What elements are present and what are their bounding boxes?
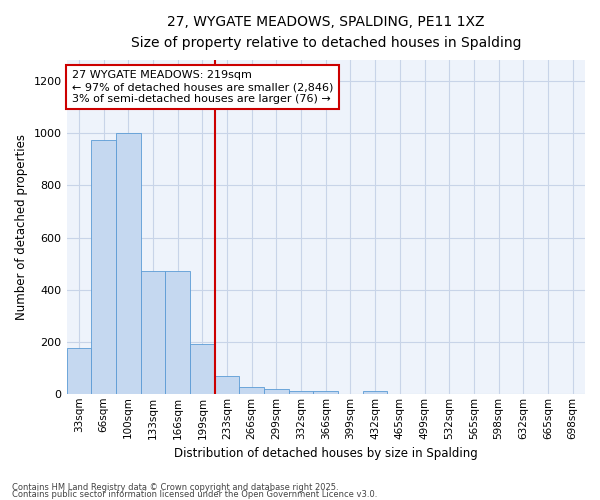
Bar [363,391,388,394]
Bar [165,272,190,394]
Bar [239,388,264,394]
Text: Contains HM Land Registry data © Crown copyright and database right 2025.: Contains HM Land Registry data © Crown c… [12,484,338,492]
X-axis label: Distribution of detached houses by size in Spalding: Distribution of detached houses by size … [174,447,478,460]
Y-axis label: Number of detached properties: Number of detached properties [15,134,28,320]
Bar [91,140,116,394]
Bar [116,134,140,394]
Bar [313,391,338,394]
Bar [215,376,239,394]
Bar [264,388,289,394]
Text: 27 WYGATE MEADOWS: 219sqm
← 97% of detached houses are smaller (2,846)
3% of sem: 27 WYGATE MEADOWS: 219sqm ← 97% of detac… [72,70,333,104]
Text: Contains public sector information licensed under the Open Government Licence v3: Contains public sector information licen… [12,490,377,499]
Title: 27, WYGATE MEADOWS, SPALDING, PE11 1XZ
Size of property relative to detached hou: 27, WYGATE MEADOWS, SPALDING, PE11 1XZ S… [131,15,521,50]
Bar [190,344,215,394]
Bar [67,348,91,394]
Bar [289,391,313,394]
Bar [140,272,165,394]
